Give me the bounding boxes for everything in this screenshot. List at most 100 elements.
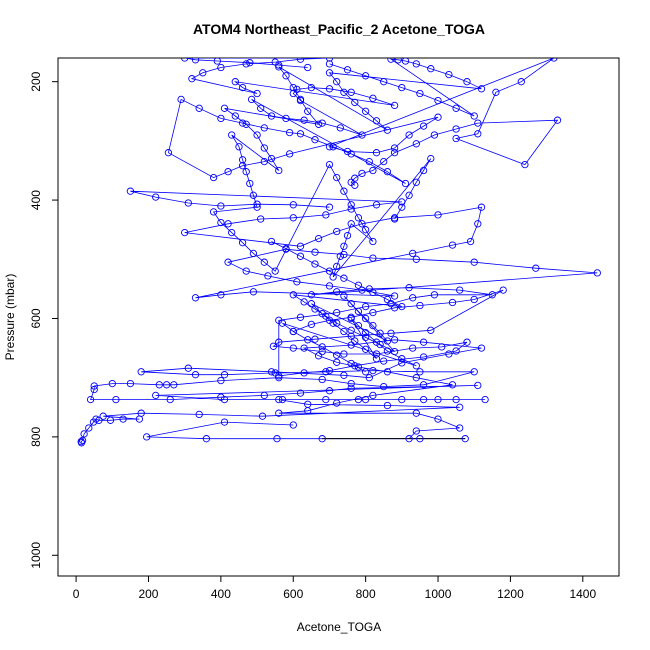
y-tick-label: 1000 <box>29 542 43 569</box>
data-point <box>318 310 326 318</box>
data-point <box>416 301 424 310</box>
data-point <box>361 345 370 353</box>
data-point <box>311 305 319 313</box>
data-point <box>340 250 348 259</box>
data-point <box>456 286 464 294</box>
data-point <box>445 350 453 358</box>
data-point <box>354 307 363 316</box>
data-point <box>401 58 410 65</box>
data-point <box>289 421 297 429</box>
data-point <box>419 395 428 404</box>
data-point <box>188 75 196 83</box>
data-point <box>275 409 283 417</box>
data-point <box>390 149 399 157</box>
data-point <box>242 60 250 68</box>
data-point <box>329 143 337 151</box>
data-point <box>209 208 218 216</box>
data-point <box>304 63 312 72</box>
data-point <box>553 116 562 124</box>
data-point <box>412 178 420 186</box>
data-point <box>264 272 272 280</box>
data-point <box>191 294 200 302</box>
data-point <box>361 314 370 323</box>
data-point <box>238 239 247 247</box>
data-point <box>347 88 355 96</box>
data-point <box>260 391 268 400</box>
data-point <box>166 395 174 404</box>
data-point <box>343 66 352 74</box>
data-point <box>448 381 457 389</box>
data-point <box>177 95 185 104</box>
data-point <box>217 114 225 123</box>
data-point <box>314 234 323 243</box>
data-point <box>333 173 341 182</box>
data-point <box>260 258 268 266</box>
data-point <box>99 412 107 420</box>
data-point <box>372 355 381 363</box>
data-point <box>369 288 377 297</box>
data-point <box>217 63 225 72</box>
data-point <box>307 83 316 92</box>
data-point <box>499 286 507 294</box>
data-point <box>383 337 392 345</box>
data-point <box>217 376 225 385</box>
x-tick-label: 0 <box>73 587 80 601</box>
data-point <box>289 201 297 209</box>
data-point <box>318 343 326 351</box>
data-point <box>289 327 297 336</box>
chart-title: ATOM4 Northeast_Pacific_2 Acetone_TOGA <box>193 21 485 37</box>
data-point <box>358 220 366 228</box>
data-point <box>347 201 355 209</box>
series-line-4 <box>212 58 482 278</box>
data-point <box>300 369 308 377</box>
data-point <box>354 321 363 330</box>
data-point <box>372 350 381 358</box>
data-point <box>333 227 341 236</box>
data-point <box>318 435 326 443</box>
data-point <box>365 157 373 166</box>
data-point <box>275 63 283 71</box>
data-point <box>456 424 464 432</box>
data-point <box>311 136 319 144</box>
data-point <box>340 292 348 300</box>
data-point <box>322 312 330 320</box>
data-point <box>253 200 261 208</box>
data-point <box>445 70 453 79</box>
data-point <box>383 401 392 410</box>
data-point <box>322 368 330 376</box>
data-point <box>434 395 442 404</box>
data-point <box>296 313 305 321</box>
data-point <box>311 248 319 256</box>
data-point <box>452 347 460 355</box>
data-point <box>285 128 294 137</box>
data-point <box>550 58 558 62</box>
data-point <box>427 326 435 334</box>
data-point <box>463 78 471 86</box>
data-point <box>419 166 428 175</box>
data-point <box>191 58 200 64</box>
data-point <box>155 381 163 389</box>
data-point <box>296 58 305 63</box>
data-point <box>434 113 442 121</box>
data-point <box>340 242 348 250</box>
data-point <box>325 160 334 169</box>
data-point <box>369 391 377 400</box>
data-point <box>412 362 420 370</box>
data-point <box>405 191 413 199</box>
data-point <box>427 65 435 73</box>
data-point <box>282 244 290 253</box>
data-point <box>181 228 189 237</box>
y-tick-label: 600 <box>29 308 43 328</box>
data-point <box>275 166 283 175</box>
data-point <box>409 344 417 352</box>
data-point <box>354 395 363 404</box>
data-point <box>246 59 254 67</box>
x-tick-label: 800 <box>356 587 376 601</box>
data-point <box>228 131 236 139</box>
data-point <box>340 350 348 358</box>
data-point <box>369 321 377 330</box>
data-point <box>307 320 316 329</box>
data-point <box>304 336 312 344</box>
data-point <box>253 203 261 211</box>
data-point <box>152 193 160 201</box>
